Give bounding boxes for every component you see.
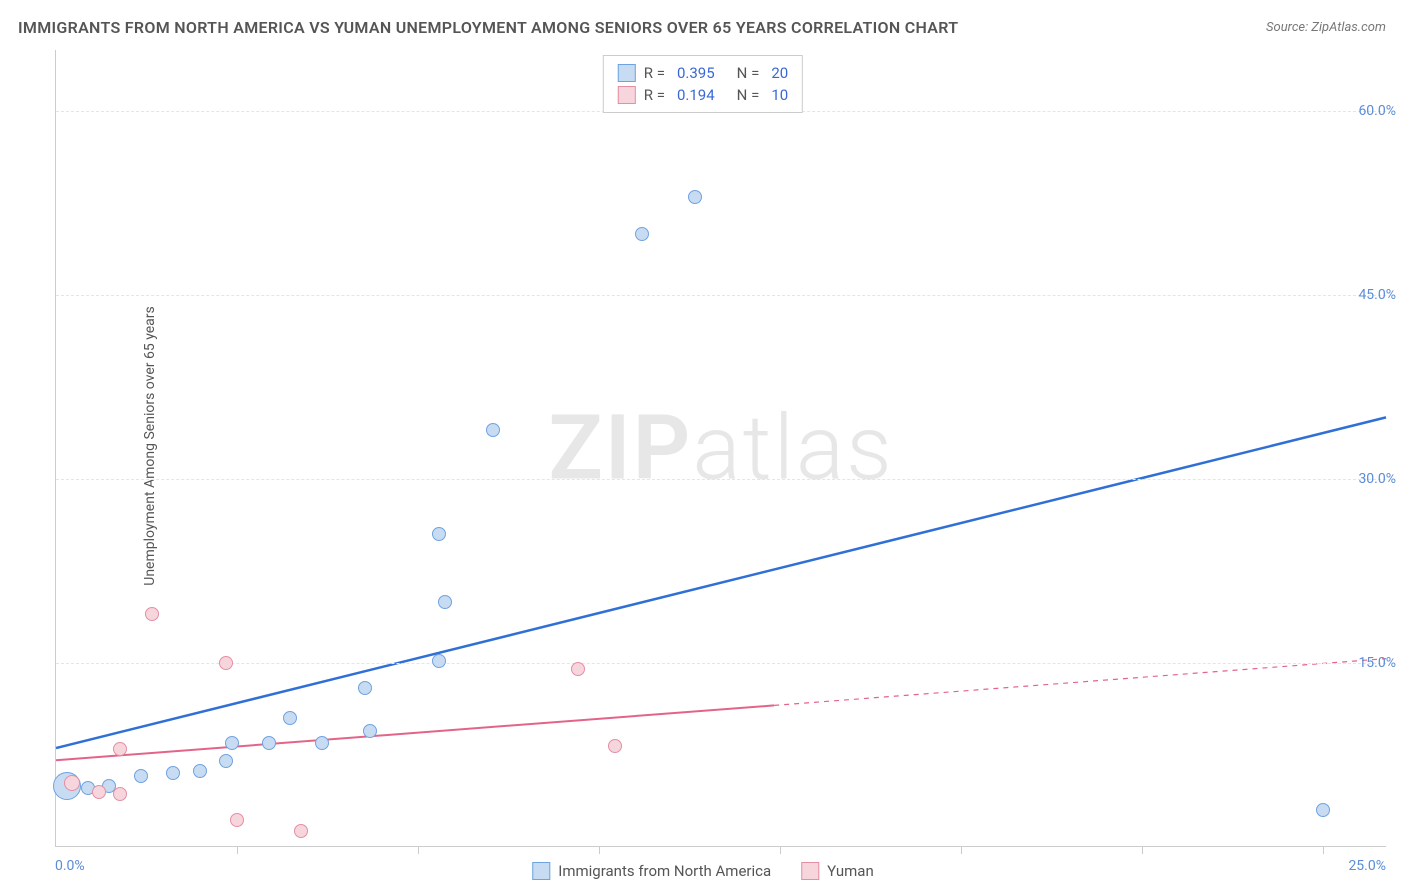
data-point xyxy=(113,742,127,756)
y-tick-label: 45.0% xyxy=(1358,287,1396,303)
legend-n-value: 10 xyxy=(771,86,788,104)
x-tick xyxy=(418,846,419,854)
gridline xyxy=(56,663,1386,664)
data-point xyxy=(64,775,80,791)
x-tick-label: 25.0% xyxy=(1348,858,1386,874)
x-tick xyxy=(780,846,781,854)
legend-series: Immigrants from North America Yuman xyxy=(532,862,873,880)
data-point xyxy=(358,681,372,695)
data-point xyxy=(230,813,244,827)
data-point xyxy=(145,607,159,621)
data-point xyxy=(432,527,446,541)
data-point xyxy=(608,739,622,753)
legend-item: Yuman xyxy=(801,862,874,880)
data-point xyxy=(134,769,148,783)
legend-label: Yuman xyxy=(827,862,874,880)
data-point xyxy=(283,711,297,725)
legend-r-label: R = xyxy=(644,64,665,82)
data-point xyxy=(432,654,446,668)
legend-row: R = 0.194 N = 10 xyxy=(618,84,788,106)
data-point xyxy=(438,595,452,609)
legend-correlation: R = 0.395 N = 20 R = 0.194 N = 10 xyxy=(603,55,803,113)
data-point xyxy=(294,824,308,838)
legend-n-label: N = xyxy=(737,64,760,82)
data-point xyxy=(92,785,106,799)
data-point xyxy=(225,736,239,750)
trend-lines xyxy=(56,50,1386,846)
legend-item: Immigrants from North America xyxy=(532,862,771,880)
legend-r-value: 0.194 xyxy=(677,86,715,104)
legend-r-value: 0.395 xyxy=(677,64,715,82)
legend-n-value: 20 xyxy=(771,64,788,82)
x-tick xyxy=(599,846,600,854)
data-point xyxy=(219,656,233,670)
data-point xyxy=(315,736,329,750)
x-tick xyxy=(961,846,962,854)
legend-swatch xyxy=(532,862,550,880)
legend-row: R = 0.395 N = 20 xyxy=(618,62,788,84)
data-point xyxy=(166,766,180,780)
gridline xyxy=(56,479,1386,480)
data-point xyxy=(113,787,127,801)
legend-swatch xyxy=(618,86,636,104)
x-tick xyxy=(1323,846,1324,854)
x-tick xyxy=(1142,846,1143,854)
legend-label: Immigrants from North America xyxy=(558,862,771,880)
x-tick-label: 0.0% xyxy=(55,858,85,874)
source-label: Source: ZipAtlas.com xyxy=(1266,20,1386,35)
data-point xyxy=(193,764,207,778)
plot-area: ZIPatlas xyxy=(55,50,1386,847)
data-point xyxy=(219,754,233,768)
legend-swatch xyxy=(618,64,636,82)
data-point xyxy=(635,227,649,241)
data-point xyxy=(571,662,585,676)
data-point xyxy=(363,724,377,738)
chart-title: IMMIGRANTS FROM NORTH AMERICA VS YUMAN U… xyxy=(18,18,958,37)
y-tick-label: 15.0% xyxy=(1358,655,1396,671)
legend-swatch xyxy=(801,862,819,880)
legend-n-label: N = xyxy=(737,86,760,104)
data-point xyxy=(262,736,276,750)
legend-r-label: R = xyxy=(644,86,665,104)
data-point xyxy=(688,190,702,204)
data-point xyxy=(486,423,500,437)
x-tick xyxy=(237,846,238,854)
y-tick-label: 60.0% xyxy=(1358,103,1396,119)
gridline xyxy=(56,295,1386,296)
data-point xyxy=(1316,803,1330,817)
y-tick-label: 30.0% xyxy=(1358,471,1396,487)
